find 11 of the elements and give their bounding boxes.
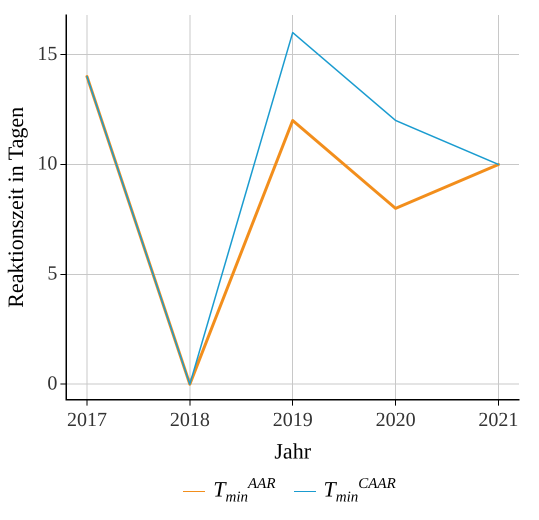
y-tick-label: 0 bbox=[47, 372, 58, 394]
y-tick-label: 10 bbox=[37, 152, 58, 175]
x-axis-title: Jahr bbox=[274, 438, 312, 464]
y-axis-title: Reaktionszeit in Tagen bbox=[2, 106, 28, 308]
x-tick-label: 2017 bbox=[66, 408, 107, 431]
x-tick-label: 2018 bbox=[170, 408, 210, 431]
x-tick-label: 2020 bbox=[376, 408, 416, 431]
y-tick-label: 15 bbox=[37, 42, 58, 65]
x-tick-label: 2019 bbox=[272, 408, 313, 431]
y-tick-label: 5 bbox=[47, 262, 58, 285]
x-tick-label: 2021 bbox=[478, 408, 518, 431]
